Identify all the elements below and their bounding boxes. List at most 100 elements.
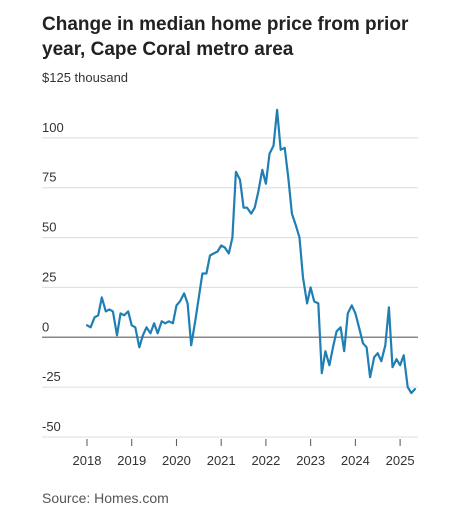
data-point bbox=[388, 306, 390, 308]
data-point bbox=[153, 322, 155, 324]
x-axis: 2018 2019 2020 2021 2022 2023 2024 2025 bbox=[73, 439, 415, 468]
data-point bbox=[194, 320, 196, 322]
data-point bbox=[261, 169, 263, 171]
data-point bbox=[414, 388, 416, 390]
data-point bbox=[403, 354, 405, 356]
data-point bbox=[213, 252, 215, 254]
data-point bbox=[354, 312, 356, 314]
source-note: Source: Homes.com bbox=[42, 490, 169, 506]
data-point bbox=[295, 225, 297, 227]
data-point bbox=[313, 300, 315, 302]
data-point bbox=[287, 177, 289, 179]
x-tick-label: 2021 bbox=[207, 453, 236, 468]
data-point bbox=[172, 322, 174, 324]
data-point bbox=[157, 332, 159, 334]
y-axis-labels: $125 thousand 100 75 50 25 0 -25 -50 bbox=[42, 70, 128, 434]
data-point bbox=[391, 366, 393, 368]
data-point bbox=[399, 364, 401, 366]
data-point bbox=[317, 302, 319, 304]
data-point bbox=[358, 326, 360, 328]
data-point bbox=[351, 304, 353, 306]
x-tick-label: 2023 bbox=[296, 453, 325, 468]
data-point bbox=[198, 296, 200, 298]
data-point bbox=[276, 109, 278, 111]
y-tick-label: 25 bbox=[42, 269, 56, 284]
data-point bbox=[161, 320, 163, 322]
data-point bbox=[291, 213, 293, 215]
data-point bbox=[179, 300, 181, 302]
data-point bbox=[369, 376, 371, 378]
data-point bbox=[217, 250, 219, 252]
data-point bbox=[175, 304, 177, 306]
data-point bbox=[134, 326, 136, 328]
data-point bbox=[101, 296, 103, 298]
data-point bbox=[280, 149, 282, 151]
data-point bbox=[340, 326, 342, 328]
data-point bbox=[112, 310, 114, 312]
data-point bbox=[220, 244, 222, 246]
y-tick-label: -50 bbox=[42, 419, 61, 434]
data-point bbox=[239, 179, 241, 181]
data-point bbox=[362, 342, 364, 344]
gridlines bbox=[42, 137, 418, 438]
data-point bbox=[94, 316, 96, 318]
series-line bbox=[85, 108, 416, 395]
data-point bbox=[231, 237, 233, 239]
data-point bbox=[119, 312, 121, 314]
data-point bbox=[235, 171, 237, 173]
data-point bbox=[410, 392, 412, 394]
data-point bbox=[284, 147, 286, 149]
x-tick-label: 2022 bbox=[251, 453, 280, 468]
data-point bbox=[168, 320, 170, 322]
data-point bbox=[243, 207, 245, 209]
y-tick-label: 100 bbox=[42, 120, 64, 135]
data-point bbox=[298, 237, 300, 239]
data-point bbox=[407, 386, 409, 388]
data-point bbox=[142, 334, 144, 336]
data-point bbox=[377, 352, 379, 354]
data-point bbox=[97, 314, 99, 316]
data-point bbox=[138, 346, 140, 348]
data-point bbox=[310, 286, 312, 288]
x-tick-label: 2018 bbox=[73, 453, 102, 468]
data-point bbox=[343, 350, 345, 352]
data-point bbox=[183, 292, 185, 294]
data-point bbox=[116, 334, 118, 336]
data-point bbox=[332, 346, 334, 348]
x-tick-label: 2024 bbox=[341, 453, 370, 468]
data-point bbox=[187, 302, 189, 304]
data-point bbox=[336, 330, 338, 332]
data-point bbox=[373, 356, 375, 358]
data-point bbox=[209, 254, 211, 256]
y-tick-label: -25 bbox=[42, 369, 61, 384]
data-point bbox=[250, 213, 252, 215]
data-point bbox=[149, 332, 151, 334]
data-point bbox=[302, 276, 304, 278]
data-point bbox=[90, 326, 92, 328]
data-point bbox=[257, 191, 259, 193]
data-point bbox=[105, 310, 107, 312]
y-tick-label: 75 bbox=[42, 170, 56, 185]
data-point bbox=[190, 344, 192, 346]
chart-title: Change in median home price from prior y… bbox=[42, 14, 409, 60]
x-tick-label: 2025 bbox=[386, 453, 415, 468]
data-point bbox=[145, 326, 147, 328]
data-point bbox=[328, 364, 330, 366]
data-point bbox=[224, 246, 226, 248]
data-point bbox=[306, 302, 308, 304]
data-point bbox=[254, 207, 256, 209]
data-point bbox=[127, 310, 129, 312]
data-point bbox=[228, 252, 230, 254]
data-point bbox=[201, 272, 203, 274]
data-point bbox=[131, 324, 133, 326]
x-tick-label: 2019 bbox=[117, 453, 146, 468]
data-point bbox=[246, 207, 248, 209]
data-point bbox=[384, 344, 386, 346]
data-point bbox=[164, 322, 166, 324]
data-point bbox=[265, 183, 267, 185]
data-point bbox=[108, 308, 110, 310]
data-point bbox=[123, 314, 125, 316]
data-point bbox=[268, 153, 270, 155]
data-point bbox=[347, 312, 349, 314]
